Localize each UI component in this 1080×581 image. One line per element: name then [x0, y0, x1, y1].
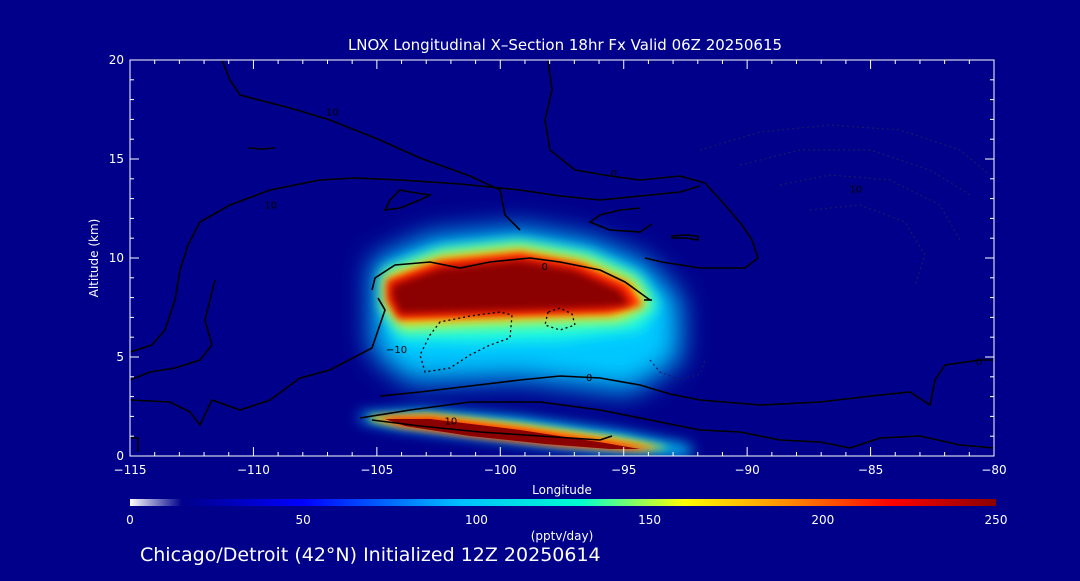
upper-maximum	[372, 228, 680, 392]
contour-labels: 10 10 0 10 0 −10 0 10 0	[264, 107, 982, 427]
colorbar-tick-label: 250	[985, 513, 1008, 527]
y-tick-label: 0	[116, 449, 124, 463]
x-tick-label: −110	[237, 463, 270, 477]
contour-label: 0	[542, 262, 548, 273]
x-tick-label: −95	[611, 463, 636, 477]
y-axis-label: Altitude (km)	[87, 219, 101, 298]
footer-caption: Chicago/Detroit (42°N) Initialized 12Z 2…	[140, 544, 601, 566]
y-tick-label: 10	[109, 251, 124, 265]
contour-line	[739, 149, 971, 196]
x-tick-label: −80	[981, 463, 1006, 477]
contour-line	[130, 297, 386, 427]
colorbar-tick-label: 200	[811, 513, 834, 527]
contour-label: 10	[849, 185, 862, 196]
contour-line	[130, 177, 701, 353]
contour-label: −10	[386, 345, 407, 356]
x-tick-label: −105	[360, 463, 393, 477]
contour-label: 10	[326, 107, 339, 118]
contour-label: 10	[445, 416, 458, 427]
contour-line	[779, 174, 961, 241]
y-axis: 0 5 10 15 20	[109, 53, 994, 463]
y-tick-label: 20	[109, 53, 124, 67]
y-tick-label: 15	[109, 152, 124, 166]
colorbar-tick-label: 100	[465, 513, 488, 527]
colorbar-tick-label: 50	[296, 513, 311, 527]
colorbar-unit-label: (pptv/day)	[531, 529, 594, 543]
contour-line	[644, 182, 759, 269]
contour-line	[544, 60, 706, 184]
contour-line	[247, 147, 276, 150]
contour-line	[671, 234, 699, 241]
contour-line	[809, 204, 926, 286]
contour-line	[221, 60, 521, 231]
concentration-field	[360, 228, 692, 456]
contour-line	[130, 437, 139, 452]
colorbar	[130, 499, 996, 506]
colorbar-tick-label: 150	[638, 513, 661, 527]
contour-label: 0	[611, 169, 617, 180]
x-axis-label: Longitude	[532, 483, 592, 497]
colorbar-ticks: 0 50 100 150 200 250	[126, 513, 1007, 527]
contour-line	[359, 401, 994, 449]
contour-line	[649, 359, 706, 381]
contour-line	[371, 419, 613, 441]
colorbar-tick-label: 0	[126, 513, 134, 527]
chart-title: LNOX Longitudinal X–Section 18hr Fx Vali…	[348, 36, 782, 54]
contour-line	[130, 279, 216, 381]
contour-line	[588, 207, 653, 233]
lower-maximum	[360, 410, 692, 456]
contour-line	[371, 257, 651, 301]
contour-lines	[130, 60, 994, 452]
x-tick-label: −115	[114, 463, 147, 477]
contour-label: 0	[586, 373, 592, 384]
contour-line	[379, 359, 994, 407]
x-tick-label: −90	[734, 463, 759, 477]
x-tick-label: −100	[484, 463, 517, 477]
contour-line	[419, 311, 513, 373]
contour-label: 10	[264, 201, 277, 212]
y-tick-label: 5	[116, 350, 124, 364]
contour-line	[383, 189, 433, 211]
x-axis: −115 −110 −105 −100 −95 −90 −85 −80	[114, 60, 1007, 477]
contour-label: 0	[976, 357, 982, 368]
x-tick-label: −85	[858, 463, 883, 477]
